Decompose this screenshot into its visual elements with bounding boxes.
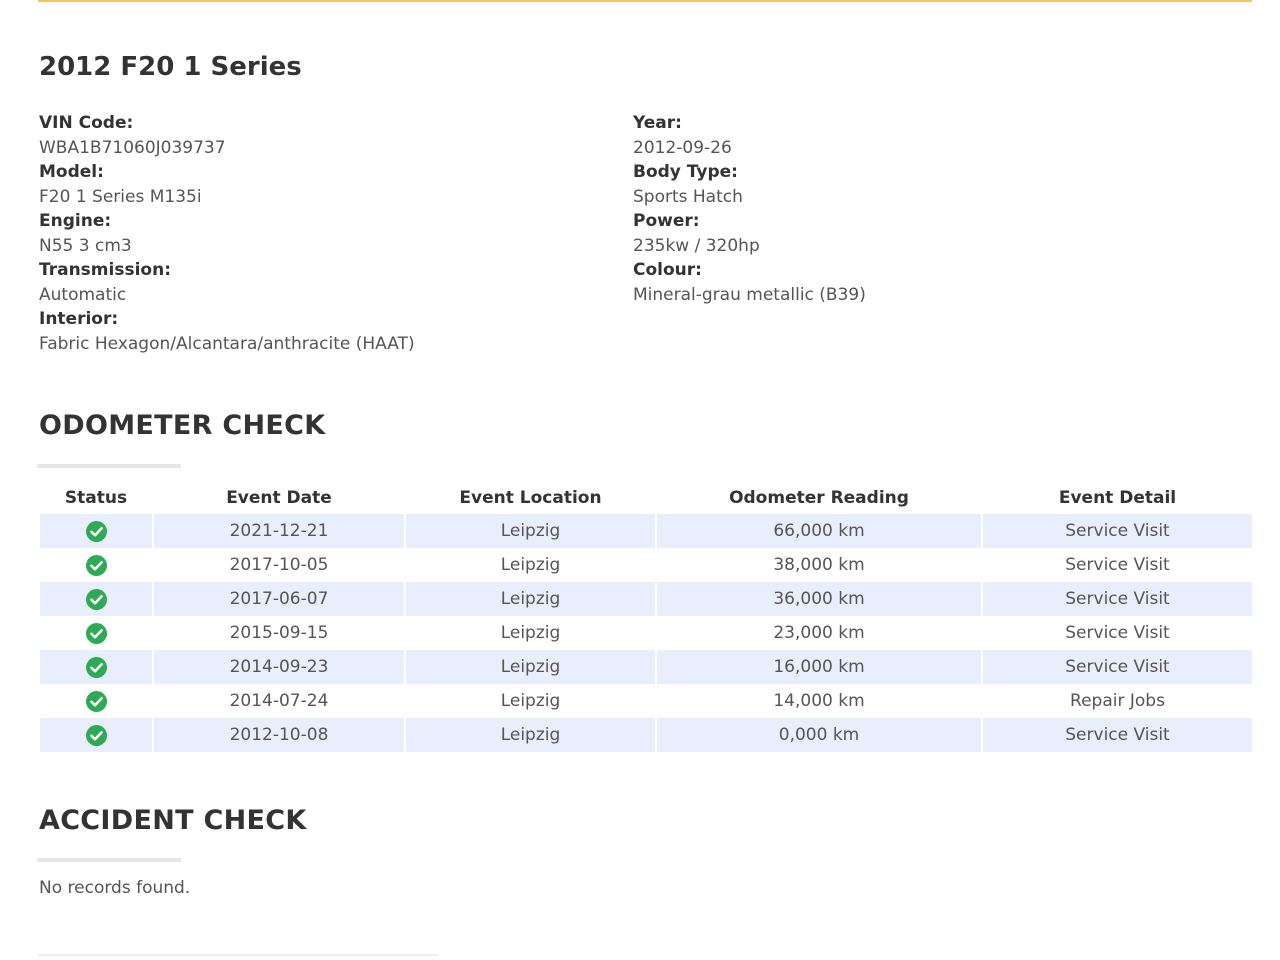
event-detail-cell: Service Visit	[983, 548, 1252, 582]
odometer-reading-cell: 0,000 km	[657, 718, 981, 752]
table-row: 2021-12-21 Leipzig 66,000 km Service Vis…	[40, 514, 1252, 548]
spec-label-transmission: Transmission:	[39, 260, 171, 280]
check-circle-icon	[85, 690, 107, 712]
event-location-cell: Leipzig	[406, 548, 655, 582]
spec-value-engine: N55 3 cm3	[39, 235, 132, 256]
status-cell	[40, 616, 152, 650]
event-date-cell: 2014-07-24	[154, 684, 404, 718]
spec-label-year: Year:	[633, 113, 682, 133]
bottom-divider	[38, 954, 438, 956]
spec-value-model: F20 1 Series M135i	[39, 186, 202, 207]
column-header-status: Status	[64, 488, 128, 508]
event-detail-cell: Service Visit	[983, 650, 1252, 684]
event-date-cell: 2015-09-15	[154, 616, 404, 650]
spec-label-interior: Interior:	[39, 309, 119, 329]
spec-label-colour: Colour:	[633, 260, 702, 280]
event-detail-cell: Service Visit	[983, 582, 1252, 616]
event-detail-cell: Service Visit	[983, 718, 1252, 752]
table-row: 2017-10-05 Leipzig 38,000 km Service Vis…	[40, 548, 1252, 582]
spec-label-power: Power:	[633, 211, 700, 231]
spec-label-vin: VIN Code:	[39, 113, 134, 133]
event-date-cell: 2017-10-05	[154, 548, 404, 582]
status-cell	[40, 514, 152, 548]
top-accent-rule	[38, 0, 1252, 2]
spec-value-year: 2012-09-26	[633, 137, 732, 158]
event-detail-cell: Repair Jobs	[983, 684, 1252, 718]
table-row: 2017-06-07 Leipzig 36,000 km Service Vis…	[40, 582, 1252, 616]
column-header-odometer-reading: Odometer Reading	[729, 488, 909, 508]
spec-label-body-type: Body Type:	[633, 162, 738, 182]
check-circle-icon	[85, 588, 107, 610]
status-cell	[40, 684, 152, 718]
table-row: 2014-07-24 Leipzig 14,000 km Repair Jobs	[40, 684, 1252, 718]
status-cell	[40, 718, 152, 752]
column-header-event-detail: Event Detail	[1058, 488, 1177, 508]
table-row: 2015-09-15 Leipzig 23,000 km Service Vis…	[40, 616, 1252, 650]
odometer-table: Status Event Date Event Location Odomete…	[38, 482, 1254, 752]
spec-value-transmission: Automatic	[39, 284, 127, 305]
event-location-cell: Leipzig	[406, 718, 655, 752]
table-header-row: Status Event Date Event Location Odomete…	[40, 482, 1252, 514]
spec-value-interior: Fabric Hexagon/Alcantara/anthracite (HAA…	[39, 333, 415, 354]
event-date-cell: 2014-09-23	[154, 650, 404, 684]
check-circle-icon	[85, 520, 107, 542]
status-cell	[40, 548, 152, 582]
spec-value-body-type: Sports Hatch	[633, 186, 743, 207]
spec-value-vin: WBA1B71060J039737	[39, 137, 226, 158]
event-location-cell: Leipzig	[406, 684, 655, 718]
odometer-section-rule	[37, 464, 181, 468]
odometer-section-title: ODOMETER CHECK	[39, 410, 326, 441]
event-date-cell: 2021-12-21	[154, 514, 404, 548]
event-location-cell: Leipzig	[406, 514, 655, 548]
status-cell	[40, 582, 152, 616]
column-header-event-date: Event Date	[226, 488, 332, 508]
event-location-cell: Leipzig	[406, 582, 655, 616]
odometer-reading-cell: 38,000 km	[657, 548, 981, 582]
odometer-reading-cell: 14,000 km	[657, 684, 981, 718]
spec-column-right: Year: 2012-09-26 Body Type: Sports Hatch…	[633, 111, 866, 307]
spec-value-power: 235kw / 320hp	[633, 235, 760, 256]
odometer-reading-cell: 23,000 km	[657, 616, 981, 650]
check-circle-icon	[85, 724, 107, 746]
spec-column-left: VIN Code: WBA1B71060J039737 Model: F20 1…	[39, 111, 415, 356]
event-date-cell: 2017-06-07	[154, 582, 404, 616]
event-detail-cell: Service Visit	[983, 616, 1252, 650]
table-row: 2012-10-08 Leipzig 0,000 km Service Visi…	[40, 718, 1252, 752]
check-circle-icon	[85, 554, 107, 576]
status-cell	[40, 650, 152, 684]
event-location-cell: Leipzig	[406, 650, 655, 684]
spec-label-engine: Engine:	[39, 211, 112, 231]
accident-section-title: ACCIDENT CHECK	[39, 805, 307, 836]
column-header-event-location: Event Location	[459, 488, 602, 508]
table-row: 2014-09-23 Leipzig 16,000 km Service Vis…	[40, 650, 1252, 684]
event-date-cell: 2012-10-08	[154, 718, 404, 752]
accident-no-records-message: No records found.	[39, 878, 191, 898]
odometer-reading-cell: 66,000 km	[657, 514, 981, 548]
spec-label-model: Model:	[39, 162, 104, 182]
check-circle-icon	[85, 656, 107, 678]
accident-section-rule	[37, 858, 181, 862]
check-circle-icon	[85, 622, 107, 644]
spec-value-colour: Mineral-grau metallic (B39)	[633, 284, 866, 305]
event-location-cell: Leipzig	[406, 616, 655, 650]
vehicle-title: 2012 F20 1 Series	[39, 52, 302, 82]
odometer-reading-cell: 16,000 km	[657, 650, 981, 684]
event-detail-cell: Service Visit	[983, 514, 1252, 548]
odometer-reading-cell: 36,000 km	[657, 582, 981, 616]
